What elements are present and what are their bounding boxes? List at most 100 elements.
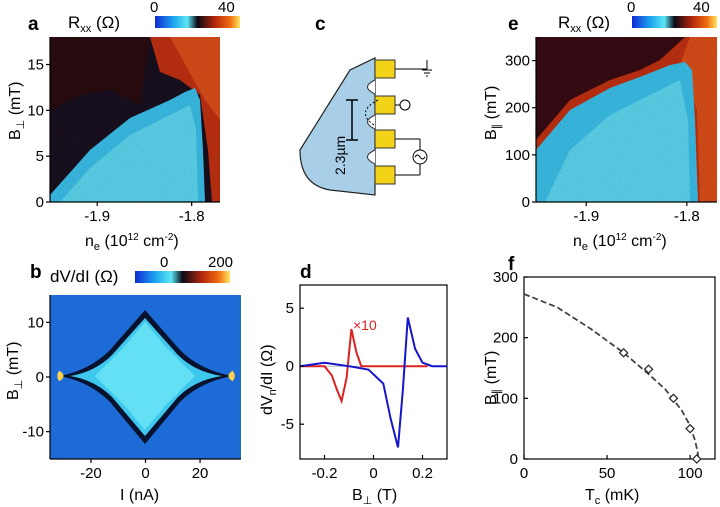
panel-d-ytick-label: 5 — [286, 300, 294, 317]
gap-2 — [367, 114, 376, 130]
panel-a-xtick-label: -1.9 — [84, 208, 110, 225]
panel-f-xtick-label: 50 — [599, 465, 616, 482]
panel-b-ytick-label: 0 — [36, 369, 44, 386]
panel-d-ytick-label: 0 — [286, 358, 294, 375]
gap-3 — [367, 149, 376, 165]
panel-b-letter: b — [30, 262, 42, 283]
panel-a-colorbar-label: Rxx (Ω) — [68, 13, 120, 35]
scale-bar-label: 2.3µm — [332, 136, 348, 175]
panel-e-heatmap: e Rxx (Ω) 0 40 0 100 200 300 -1.9 -1.8 B∥ (m… — [483, 0, 717, 253]
panel-a-y-label: B⊥ (mT) — [7, 82, 27, 140]
panel-f-series — [523, 293, 702, 464]
panel-b-peak-right — [228, 370, 236, 382]
panel-e-ytick-label: 300 — [505, 53, 530, 70]
panel-b-peak-left — [56, 370, 64, 382]
panel-f-fit-curve — [523, 293, 700, 460]
panel-d-xtick-label: 0 — [369, 465, 377, 482]
panel-f-data-point — [685, 423, 695, 434]
panel-f-x-ticks: 0 50 100 — [520, 455, 703, 482]
panel-d-series — [299, 317, 447, 448]
panel-b-colorbar-label: dV/dI (Ω) — [50, 267, 118, 286]
panel-b-xtick-label: -20 — [80, 465, 102, 482]
panel-f-xtick-label: 100 — [678, 465, 703, 482]
panel-d-series-red-x10 — [300, 328, 428, 405]
panel-e-x-label: ne (1012 cm-2) — [573, 232, 667, 253]
panel-b-xtick-label: 20 — [192, 465, 209, 482]
panel-f-ytick-label: 200 — [493, 330, 518, 347]
contact-2 — [374, 95, 396, 115]
contact-3 — [374, 129, 396, 149]
panel-b-x-label: I (nA) — [120, 487, 159, 504]
panel-e-colorbar-gradient — [632, 16, 717, 28]
panel-d-series-blue — [299, 317, 447, 448]
panel-b-y-label: B⊥ (mT) — [5, 342, 25, 400]
panel-a-colorbar-max: 40 — [218, 0, 235, 16]
panel-a-ytick-label: 0 — [36, 194, 44, 211]
panel-a-letter: a — [28, 14, 39, 35]
panel-a-ytick-label: 10 — [27, 102, 44, 119]
panel-d-ytick-label: -5 — [281, 416, 294, 433]
panel-e-ytick-label: 200 — [505, 100, 530, 117]
panel-d-y-label: dVn/dI (Ω) — [259, 344, 279, 415]
contact-1 — [374, 59, 396, 79]
panel-b-ytick-label: 10 — [27, 314, 44, 331]
panel-a-colorbar: Rxx (Ω) 0 40 — [68, 0, 240, 35]
panel-a-x-ticks: -1.9 -1.8 — [84, 202, 205, 225]
panel-f-ytick-label: 100 — [493, 390, 518, 407]
panel-e-colorbar: Rxx (Ω) 0 40 — [558, 0, 717, 35]
panel-a-x-label: ne (1012 cm-2) — [85, 232, 179, 253]
panel-e-colorbar-label: Rxx (Ω) — [558, 13, 610, 35]
panel-f-data-point — [668, 393, 679, 404]
panel-f-ytick-label: 0 — [510, 451, 518, 468]
gap-1 — [367, 79, 376, 95]
panel-e-xtick-label: -1.9 — [573, 208, 599, 225]
panel-a-y-ticks: 0 5 10 15 — [27, 57, 50, 211]
panel-f-ytick-label: 300 — [493, 269, 518, 286]
panel-f-y-ticks: 0 100 200 300 — [493, 269, 528, 468]
panel-b-colorbar-gradient — [135, 271, 230, 283]
panel-a-colorbar-gradient — [155, 16, 240, 28]
panel-d-x-label: B⊥ (T) — [352, 487, 397, 507]
panel-b-x-ticks: -20 0 20 — [80, 459, 208, 482]
panel-f-data-point — [691, 454, 702, 464]
panel-e-ytick-label: 0 — [522, 194, 530, 211]
panel-d-line-plot: d ×10 -5 0 5 -0.2 0 0.2 dVn/dI (Ω) B⊥ (T) — [259, 262, 448, 507]
panel-b-xtick-label: 0 — [141, 465, 149, 482]
panel-f-letter: f — [508, 254, 515, 275]
panel-d-x-ticks: -0.2 0 0.2 — [312, 455, 433, 482]
panel-a-ytick-label: 15 — [27, 57, 44, 74]
panel-e-y-label: B∥ (mT) — [483, 86, 503, 140]
panel-d-letter: d — [300, 262, 312, 283]
panel-f-xtick-label: 0 — [520, 465, 528, 482]
panel-b-colorbar-min: 0 — [160, 254, 168, 271]
panel-f-frame — [523, 276, 716, 460]
panel-a-ytick-label: 5 — [36, 148, 44, 165]
panel-a-colorbar-min: 0 — [150, 0, 158, 16]
panel-e-colorbar-min: 0 — [627, 0, 635, 16]
panel-e-xtick-label: -1.8 — [674, 208, 700, 225]
panel-f-data-point — [618, 347, 629, 358]
panel-b-colorbar: dV/dI (Ω) 0 200 — [50, 254, 233, 286]
panel-e-y-ticks: 0 100 200 300 — [505, 53, 536, 211]
panel-e-x-ticks: -1.9 -1.8 — [573, 202, 700, 225]
panel-b-y-ticks: -10 0 10 — [22, 314, 50, 441]
panel-a-heatmap: a Rxx (Ω) 0 40 0 5 10 15 -1.9 -1.8 B⊥ (mT) n… — [7, 0, 240, 253]
panel-d-x10-annotation: ×10 — [353, 317, 377, 333]
voltmeter-icon — [399, 99, 411, 111]
panel-e-ytick-label: 100 — [505, 147, 530, 164]
panel-e-colorbar-max: 40 — [693, 0, 710, 16]
panel-a-xtick-label: -1.8 — [179, 208, 205, 225]
panel-d-xtick-label: 0.2 — [412, 465, 433, 482]
contact-4 — [374, 165, 396, 185]
panel-c-letter: c — [315, 14, 326, 35]
panel-f-data-point — [643, 364, 654, 375]
panel-d-frame — [299, 284, 448, 460]
panel-b-ytick-label: -10 — [22, 424, 44, 441]
panel-d-y-ticks: -5 0 5 — [281, 300, 304, 433]
panel-c-schematic: c 2.3µm — [299, 14, 432, 196]
panel-d-xtick-label: -0.2 — [312, 465, 338, 482]
panel-b-colorbar-max: 200 — [208, 254, 233, 271]
